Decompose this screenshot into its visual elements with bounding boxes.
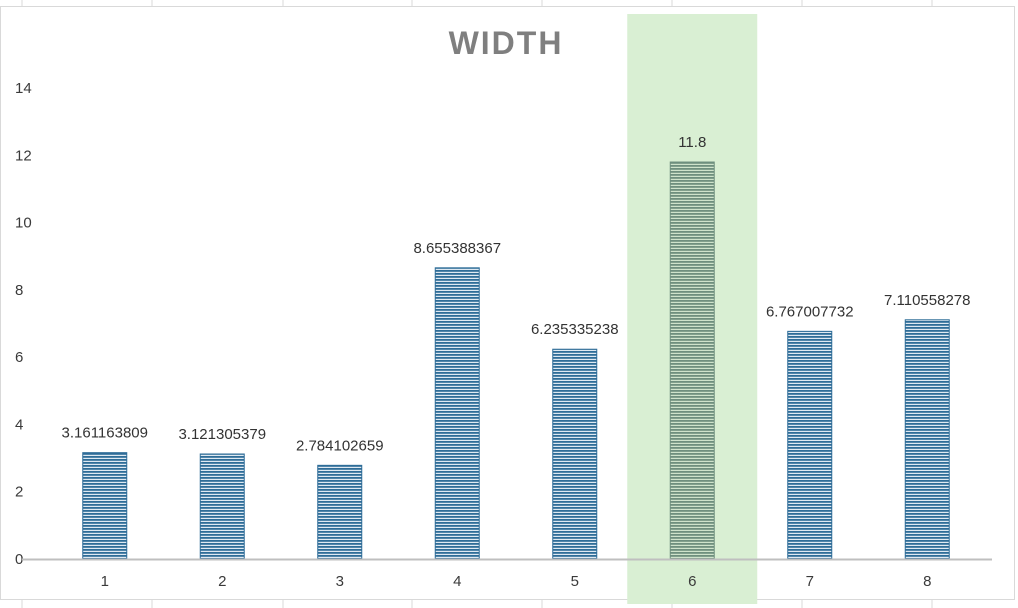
data-labels: 3.161163809 3.121305379 2.784102659 8.65538… <box>62 134 971 454</box>
bar <box>82 452 128 560</box>
chart-title: WIDTH <box>449 25 564 61</box>
bar <box>552 348 598 560</box>
bar <box>199 453 245 560</box>
bar <box>317 464 363 560</box>
chart-border <box>0 6 1015 600</box>
y-tick-label: 8 <box>15 282 23 299</box>
bar <box>787 330 833 560</box>
x-tick-label: 5 <box>571 573 579 590</box>
y-tick-label: 14 <box>15 80 32 97</box>
x-tick-label: 8 <box>923 573 931 590</box>
bar <box>434 267 480 560</box>
x-tick-label: 4 <box>453 573 461 590</box>
y-axis: 0 2 4 6 8 10 12 14 <box>15 80 32 568</box>
x-tick-label: 2 <box>218 573 226 590</box>
y-tick-label: 0 <box>15 551 23 568</box>
data-label: 3.161163809 <box>62 425 148 442</box>
y-tick-label: 10 <box>15 215 32 232</box>
bars <box>82 161 950 560</box>
data-label: 7.110558278 <box>884 292 970 309</box>
data-label: 11.8 <box>678 134 706 151</box>
data-label: 6.235335238 <box>531 321 619 338</box>
data-label: 6.767007732 <box>766 303 854 320</box>
x-axis: 1 2 3 4 5 6 7 8 <box>22 558 992 590</box>
x-tick-label: 7 <box>806 573 814 590</box>
y-tick-label: 4 <box>15 416 23 433</box>
bar <box>904 319 950 560</box>
x-tick-label: 6 <box>688 573 696 590</box>
y-tick-label: 6 <box>15 349 23 366</box>
y-tick-label: 12 <box>15 147 32 164</box>
bar <box>669 161 715 560</box>
data-label: 2.784102659 <box>296 437 384 454</box>
data-label: 3.121305379 <box>178 426 266 443</box>
x-tick-label: 3 <box>336 573 344 590</box>
x-tick-label: 1 <box>101 573 109 590</box>
data-label: 8.655388367 <box>413 240 501 257</box>
y-tick-label: 2 <box>15 484 23 501</box>
